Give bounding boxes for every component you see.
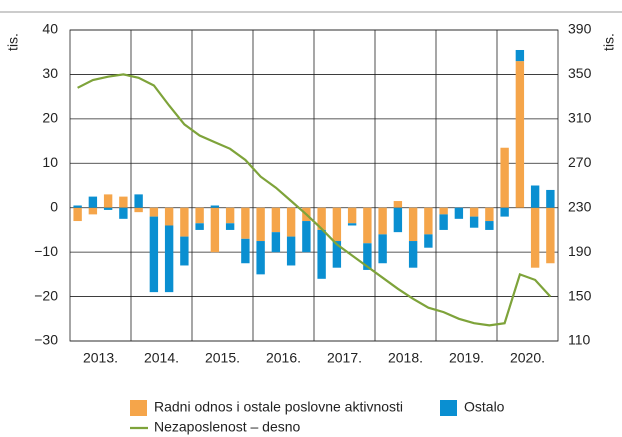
- legend-label: Nezaposlenost – desno: [154, 419, 301, 435]
- y-tick-label: 30: [42, 65, 58, 81]
- bar: [88, 196, 98, 208]
- bar: [195, 207, 204, 224]
- x-tick-label: 2015.: [205, 350, 240, 366]
- bar: [378, 207, 387, 235]
- bar: [103, 194, 113, 208]
- bar: [363, 243, 372, 270]
- y2-axis-label: tis.: [601, 33, 617, 51]
- bar: [332, 241, 342, 268]
- bar: [500, 207, 509, 217]
- y-axis-label: tis.: [5, 33, 21, 51]
- bar: [149, 207, 159, 217]
- legend-swatch: [440, 400, 457, 416]
- bar: [469, 216, 479, 228]
- bar: [164, 207, 174, 226]
- bar: [73, 205, 82, 208]
- bar: [347, 223, 357, 226]
- bar: [210, 205, 220, 208]
- bar: [134, 207, 143, 213]
- legend-swatch: [130, 400, 147, 416]
- line: [77, 73, 552, 327]
- bar: [119, 196, 128, 208]
- bar: [439, 207, 448, 215]
- bar: [256, 207, 265, 242]
- y-tick-label: −20: [34, 287, 58, 303]
- y2-tick-label: 190: [568, 243, 592, 259]
- y-tick-label: 20: [42, 110, 58, 126]
- bar: [164, 225, 174, 293]
- y-tick-label: 40: [42, 21, 58, 37]
- bar: [317, 207, 326, 230]
- y2-tick-label: 150: [568, 287, 592, 303]
- bar: [73, 207, 82, 222]
- legend-label: Ostalo: [464, 399, 505, 415]
- x-tick-label: 2019.: [449, 350, 484, 366]
- bar: [363, 207, 372, 244]
- y2-tick-label: 230: [568, 198, 592, 214]
- bar: [302, 221, 311, 253]
- bar: [530, 185, 540, 208]
- bar: [500, 147, 509, 208]
- bar: [469, 207, 479, 217]
- y-tick-label: −10: [34, 243, 58, 259]
- bar: [408, 241, 418, 268]
- bar: [515, 49, 525, 62]
- y2-tick-label: 270: [568, 154, 592, 170]
- bar: [332, 207, 342, 242]
- bar: [317, 229, 326, 279]
- bar: [454, 207, 464, 219]
- plot-frame: [69, 29, 559, 342]
- bar: [241, 238, 250, 264]
- y2-tick-label: 110: [568, 332, 591, 348]
- y2-tick-label: 350: [568, 65, 592, 81]
- bar: [546, 207, 555, 264]
- bar: [134, 194, 143, 208]
- legend-label: Radni odnos i ostale poslovne aktivnosti: [154, 399, 403, 415]
- bar: [195, 223, 204, 230]
- bar: [225, 223, 235, 230]
- bar: [378, 234, 387, 264]
- y-tick-label: −30: [34, 332, 58, 348]
- y-tick-label: 0: [50, 198, 58, 214]
- bar: [271, 232, 281, 253]
- bar: [286, 207, 296, 237]
- bar: [180, 207, 189, 237]
- bar: [546, 189, 555, 208]
- bar: [286, 236, 296, 266]
- bar: [241, 207, 250, 239]
- x-tick-label: 2014.: [144, 350, 179, 366]
- x-tick-label: 2016.: [266, 350, 301, 366]
- y2-tick-label: 310: [568, 110, 592, 126]
- y2-tick-label: 390: [568, 21, 592, 37]
- bar: [408, 207, 418, 242]
- bar: [119, 207, 128, 219]
- bar: [347, 207, 357, 224]
- bar: [149, 216, 159, 293]
- x-tick-label: 2013.: [83, 350, 118, 366]
- bar: [515, 61, 525, 208]
- y-tick-label: 10: [42, 154, 58, 170]
- bar: [256, 241, 265, 275]
- bar: [485, 221, 494, 230]
- bar: [393, 207, 403, 233]
- bar: [103, 207, 113, 210]
- bar: [393, 201, 403, 208]
- bar: [271, 207, 281, 233]
- x-tick-label: 2017.: [327, 350, 362, 366]
- bar: [225, 207, 235, 224]
- bar: [424, 234, 433, 248]
- bar: [424, 207, 433, 235]
- bar: [88, 207, 98, 215]
- bar: [485, 207, 494, 222]
- bar: [439, 214, 448, 230]
- x-tick-label: 2020.: [510, 350, 545, 366]
- bar: [530, 207, 540, 268]
- x-tick-label: 2018.: [388, 350, 423, 366]
- bar: [180, 236, 189, 266]
- bar: [210, 207, 220, 253]
